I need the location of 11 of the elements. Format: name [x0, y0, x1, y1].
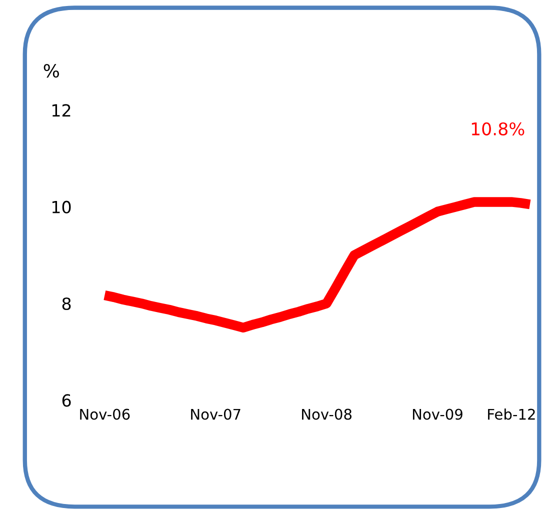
y-tick-label: 12 — [52, 104, 70, 116]
y-tick-label: 10 — [52, 200, 71, 214]
y-axis-title: % — [44, 64, 59, 78]
x-tick-label: Nov-09 — [412, 408, 462, 420]
x-tick-label: Nov-06 — [80, 408, 130, 420]
x-tick-label: Nov-08 — [302, 408, 352, 420]
y-tick-label: 8 — [62, 297, 71, 310]
x-tick-label: Feb-12 — [488, 408, 535, 420]
y-tick-label: 6 — [62, 394, 71, 407]
x-tick-label: Nov-07 — [191, 408, 240, 420]
annotation: 10.8% — [472, 122, 524, 136]
